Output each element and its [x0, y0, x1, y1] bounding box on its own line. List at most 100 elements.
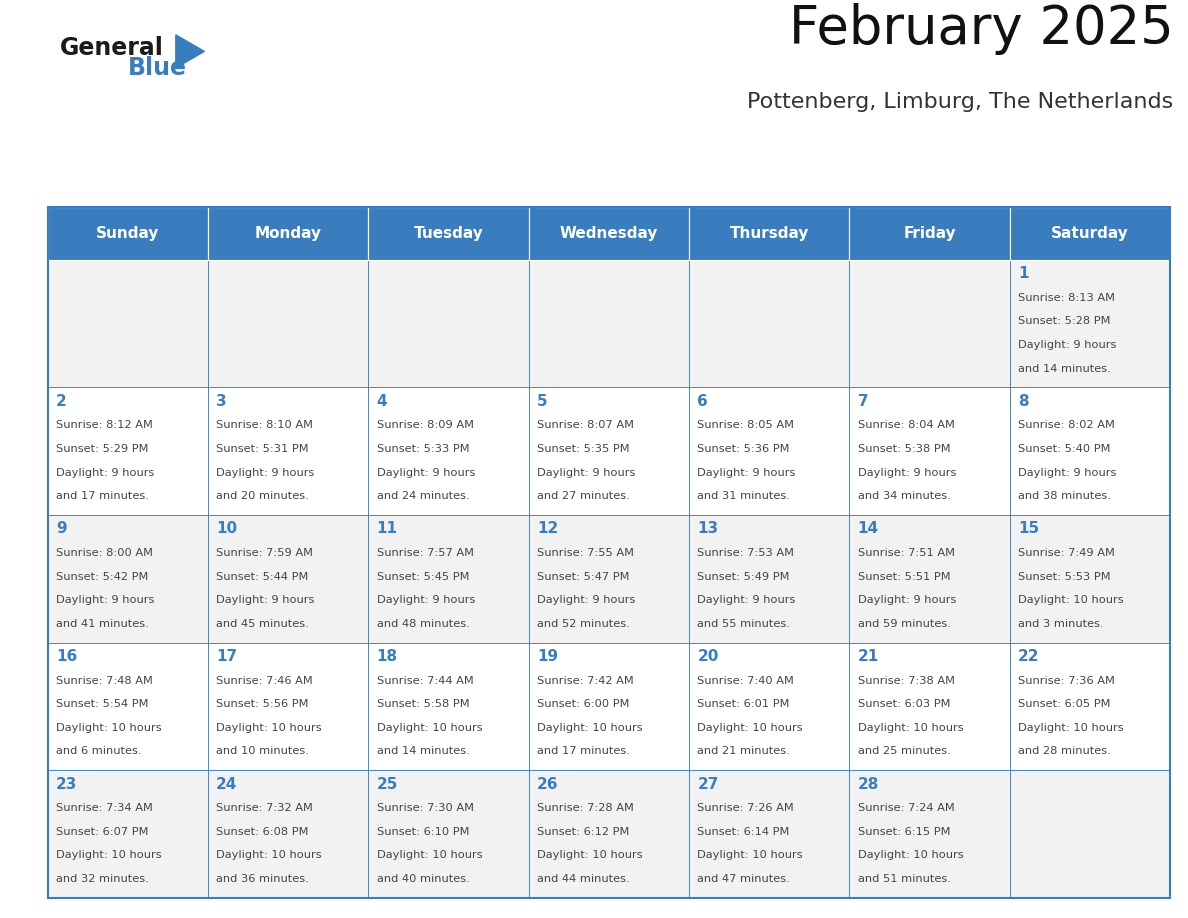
Bar — [48, 770, 208, 898]
Text: Sunset: 6:10 PM: Sunset: 6:10 PM — [377, 827, 469, 837]
Bar — [1010, 770, 1170, 898]
Text: Sunrise: 8:05 AM: Sunrise: 8:05 AM — [697, 420, 795, 431]
Text: Sunrise: 7:24 AM: Sunrise: 7:24 AM — [858, 803, 954, 813]
Text: Sunset: 5:56 PM: Sunset: 5:56 PM — [216, 700, 309, 710]
Text: Daylight: 10 hours: Daylight: 10 hours — [858, 722, 963, 733]
Text: 27: 27 — [697, 777, 719, 791]
Bar — [48, 387, 208, 515]
Text: Sunrise: 7:48 AM: Sunrise: 7:48 AM — [56, 676, 153, 686]
Text: 2: 2 — [56, 394, 67, 409]
Text: Daylight: 9 hours: Daylight: 9 hours — [377, 595, 475, 605]
Bar — [208, 770, 368, 898]
Text: Sunrise: 7:38 AM: Sunrise: 7:38 AM — [858, 676, 955, 686]
Bar — [1010, 643, 1170, 770]
Bar — [529, 515, 689, 643]
Text: 8: 8 — [1018, 394, 1029, 409]
Text: Daylight: 9 hours: Daylight: 9 hours — [1018, 467, 1117, 477]
Text: 23: 23 — [56, 777, 77, 791]
Text: Sunrise: 8:07 AM: Sunrise: 8:07 AM — [537, 420, 634, 431]
Text: Daylight: 9 hours: Daylight: 9 hours — [537, 467, 636, 477]
Text: Sunset: 6:14 PM: Sunset: 6:14 PM — [697, 827, 790, 837]
Text: and 14 minutes.: and 14 minutes. — [377, 746, 469, 756]
Text: Sunset: 5:58 PM: Sunset: 5:58 PM — [377, 700, 469, 710]
Bar — [368, 515, 529, 643]
Text: Sunset: 6:05 PM: Sunset: 6:05 PM — [1018, 700, 1111, 710]
Text: Sunset: 5:42 PM: Sunset: 5:42 PM — [56, 572, 148, 582]
Text: Sunrise: 8:00 AM: Sunrise: 8:00 AM — [56, 548, 153, 558]
Bar — [208, 260, 368, 387]
Text: Daylight: 9 hours: Daylight: 9 hours — [216, 595, 315, 605]
Text: Sunrise: 7:46 AM: Sunrise: 7:46 AM — [216, 676, 312, 686]
Text: and 47 minutes.: and 47 minutes. — [697, 874, 790, 884]
Bar — [48, 207, 1170, 898]
Text: Daylight: 9 hours: Daylight: 9 hours — [858, 467, 956, 477]
Text: 22: 22 — [1018, 649, 1040, 664]
Text: and 41 minutes.: and 41 minutes. — [56, 619, 148, 629]
Bar — [689, 770, 849, 898]
Text: Sunset: 5:53 PM: Sunset: 5:53 PM — [1018, 572, 1111, 582]
Bar — [529, 260, 689, 387]
Text: 17: 17 — [216, 649, 238, 664]
Text: Daylight: 9 hours: Daylight: 9 hours — [377, 467, 475, 477]
Text: Sunrise: 7:55 AM: Sunrise: 7:55 AM — [537, 548, 634, 558]
Text: and 55 minutes.: and 55 minutes. — [697, 619, 790, 629]
Text: 3: 3 — [216, 394, 227, 409]
Text: Sunset: 5:29 PM: Sunset: 5:29 PM — [56, 444, 148, 454]
Text: 7: 7 — [858, 394, 868, 409]
Text: Sunset: 6:08 PM: Sunset: 6:08 PM — [216, 827, 309, 837]
Bar — [1010, 515, 1170, 643]
Text: Sunrise: 8:12 AM: Sunrise: 8:12 AM — [56, 420, 153, 431]
Text: and 17 minutes.: and 17 minutes. — [56, 491, 148, 501]
Bar — [368, 643, 529, 770]
Text: 13: 13 — [697, 521, 719, 536]
Text: Sunset: 5:33 PM: Sunset: 5:33 PM — [377, 444, 469, 454]
Text: Daylight: 10 hours: Daylight: 10 hours — [377, 722, 482, 733]
Bar — [689, 387, 849, 515]
Bar — [529, 207, 689, 260]
Text: 24: 24 — [216, 777, 238, 791]
Text: Wednesday: Wednesday — [560, 226, 658, 241]
Text: and 28 minutes.: and 28 minutes. — [1018, 746, 1111, 756]
Text: 25: 25 — [377, 777, 398, 791]
Text: 18: 18 — [377, 649, 398, 664]
Text: Daylight: 10 hours: Daylight: 10 hours — [537, 850, 643, 860]
Text: 15: 15 — [1018, 521, 1040, 536]
Text: Sunset: 6:12 PM: Sunset: 6:12 PM — [537, 827, 630, 837]
Text: and 21 minutes.: and 21 minutes. — [697, 746, 790, 756]
Text: 19: 19 — [537, 649, 558, 664]
Bar — [849, 643, 1010, 770]
Text: and 24 minutes.: and 24 minutes. — [377, 491, 469, 501]
Text: Sunrise: 7:57 AM: Sunrise: 7:57 AM — [377, 548, 474, 558]
Text: Sunrise: 7:36 AM: Sunrise: 7:36 AM — [1018, 676, 1116, 686]
Bar — [849, 260, 1010, 387]
Text: Daylight: 10 hours: Daylight: 10 hours — [56, 850, 162, 860]
Text: and 34 minutes.: and 34 minutes. — [858, 491, 950, 501]
Text: Sunrise: 7:49 AM: Sunrise: 7:49 AM — [1018, 548, 1116, 558]
Text: February 2025: February 2025 — [789, 3, 1174, 55]
Text: Sunrise: 7:59 AM: Sunrise: 7:59 AM — [216, 548, 314, 558]
Bar — [208, 515, 368, 643]
Text: Sunrise: 8:10 AM: Sunrise: 8:10 AM — [216, 420, 314, 431]
Text: Sunrise: 8:13 AM: Sunrise: 8:13 AM — [1018, 293, 1116, 303]
Text: Friday: Friday — [903, 226, 956, 241]
Text: and 38 minutes.: and 38 minutes. — [1018, 491, 1111, 501]
Text: Daylight: 9 hours: Daylight: 9 hours — [216, 467, 315, 477]
Text: and 20 minutes.: and 20 minutes. — [216, 491, 309, 501]
Text: Sunrise: 7:34 AM: Sunrise: 7:34 AM — [56, 803, 153, 813]
Text: Saturday: Saturday — [1051, 226, 1129, 241]
Text: Sunrise: 8:02 AM: Sunrise: 8:02 AM — [1018, 420, 1116, 431]
Text: Sunset: 5:31 PM: Sunset: 5:31 PM — [216, 444, 309, 454]
Text: Daylight: 9 hours: Daylight: 9 hours — [1018, 340, 1117, 350]
Bar — [48, 207, 208, 260]
Text: Sunday: Sunday — [96, 226, 159, 241]
Text: Sunset: 6:07 PM: Sunset: 6:07 PM — [56, 827, 148, 837]
Text: and 48 minutes.: and 48 minutes. — [377, 619, 469, 629]
Text: 26: 26 — [537, 777, 558, 791]
Bar — [529, 643, 689, 770]
Text: Sunset: 5:45 PM: Sunset: 5:45 PM — [377, 572, 469, 582]
Text: 1: 1 — [1018, 266, 1029, 281]
Text: 12: 12 — [537, 521, 558, 536]
Text: Sunset: 6:03 PM: Sunset: 6:03 PM — [858, 700, 950, 710]
Text: Sunset: 5:40 PM: Sunset: 5:40 PM — [1018, 444, 1111, 454]
Text: 14: 14 — [858, 521, 879, 536]
